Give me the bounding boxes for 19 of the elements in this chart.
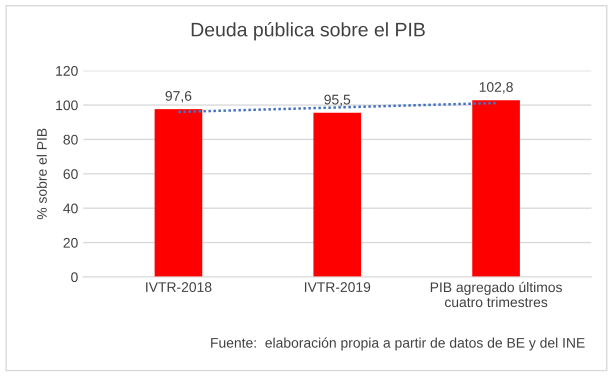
bar [313,112,362,277]
data-label: 95,5 [324,94,350,106]
y-tick-label: 20 [64,238,78,248]
data-label: 97,6 [166,91,192,103]
x-tick-label: IVTR-2019 [304,282,370,292]
y-tick-label: 60 [64,169,78,179]
bar [154,109,202,277]
source-note: Fuente: elaboración propia a partir de datos de BE y del INE [211,337,585,350]
x-tick-label: IVTR-2018 [146,282,212,292]
data-label: 102,8 [480,82,513,94]
y-tick-label: 0 [71,272,78,282]
bar [472,100,520,277]
y-tick-label: 120 [56,66,78,76]
y-tick-label: 40 [63,204,78,214]
chart-title: Deuda pública sobre el PIB [192,22,425,40]
y-tick-label: 100 [56,100,78,110]
y-axis-title: % sobre el PIB [36,128,47,220]
y-tick-label: 80 [63,134,78,145]
x-tick-label: PIB agregado últimos cuatro trimestres [430,282,562,308]
